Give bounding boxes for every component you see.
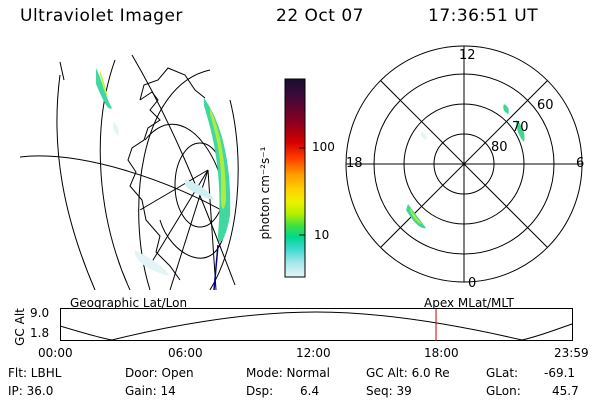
xtick-0000: 00:00: [38, 346, 73, 360]
xtick-0600: 06:00: [168, 346, 203, 360]
altitude-ylabel: GC Alt: [13, 308, 27, 346]
apex-label: Apex MLat/MLT: [424, 296, 514, 310]
colorbar-tick-10: 10: [314, 228, 330, 242]
colorbar-tick-100: 100: [312, 140, 335, 154]
lat-label-80: 80: [491, 140, 508, 155]
door-info: Door: Open: [125, 366, 194, 380]
colorbar-label: photon cm⁻²s⁻¹: [258, 146, 272, 240]
colorbar: [284, 78, 306, 278]
date-label: 22 Oct 07: [276, 6, 364, 26]
glon-value: 45.7: [552, 384, 579, 398]
time-label: 17:36:51 UT: [428, 6, 539, 26]
xtick-1800: 18:00: [424, 346, 459, 360]
dsp-label: Dsp:: [246, 384, 274, 398]
ip-info: IP: 36.0: [8, 384, 54, 398]
lat-label-60: 60: [537, 98, 554, 113]
glon-label: GLon:: [486, 384, 521, 398]
terminator-line: [209, 99, 239, 290]
mlt-label-6: 6: [576, 156, 585, 171]
glat-label: GLat:: [486, 366, 519, 380]
gc-alt-info: GC Alt: 6.0 Re: [366, 366, 450, 380]
mlt-label-18: 18: [346, 156, 363, 171]
mlt-label-12: 12: [459, 48, 476, 63]
geographic-label: Geographic Lat/Lon: [70, 296, 188, 310]
earth-limb-line: [138, 69, 211, 290]
polar-plot: [345, 45, 583, 283]
gain-info: Gain: 14: [125, 384, 176, 398]
lat-label-70: 70: [512, 120, 529, 135]
dsp-value: 6.4: [300, 384, 320, 398]
altitude-ytick-min: 1.8: [30, 326, 50, 340]
altitude-curve: [60, 311, 573, 341]
xtick-2359: 23:59: [554, 346, 589, 360]
xtick-1200: 12:00: [296, 346, 331, 360]
altitude-ytick-max: 9.0: [30, 306, 50, 320]
seq-info: Seq: 39: [366, 384, 412, 398]
glat-value: -69.1: [544, 366, 576, 380]
mlt-label-0: 0: [468, 276, 477, 291]
filter-info: Flt: LBHL: [8, 366, 62, 380]
instrument-title: Ultraviolet Imager: [20, 6, 183, 26]
altitude-strip-plot: [60, 308, 573, 341]
geographic-map-image: [20, 54, 239, 290]
mode-info: Mode: Normal: [246, 366, 330, 380]
coastline-path: [127, 67, 206, 281]
